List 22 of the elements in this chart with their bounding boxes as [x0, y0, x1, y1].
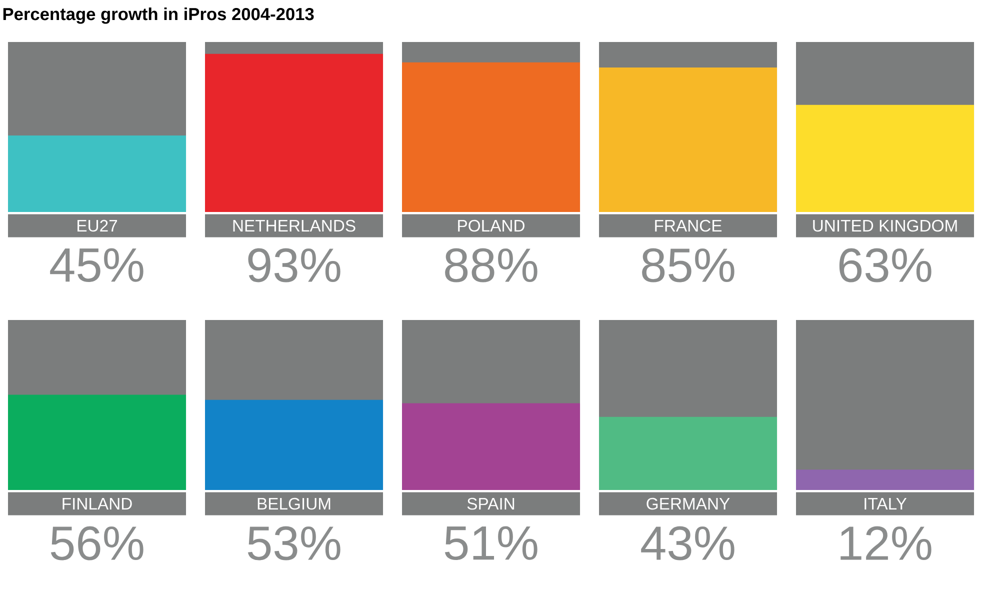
- data-label: 43%: [641, 526, 734, 560]
- data-label: 85%: [642, 248, 734, 282]
- x-tick-label: GERMANY: [646, 498, 730, 510]
- x-tick-label: EU27: [78, 220, 118, 232]
- data-label: 93%: [248, 248, 340, 282]
- data-label: 51%: [444, 526, 538, 560]
- x-tick-label: BELGIUM: [258, 498, 330, 510]
- x-tick-label: SPAIN: [467, 498, 514, 510]
- x-tick-label: UNITED KINGDOM: [813, 220, 957, 232]
- x-tick-label: FINLAND: [62, 498, 132, 510]
- x-tick-label: NETHERLANDS: [233, 220, 356, 232]
- data-label: 53%: [248, 526, 340, 560]
- x-tick-label: POLAND: [458, 220, 524, 232]
- data-label: 45%: [50, 248, 144, 282]
- x-tick-label: ITALY: [864, 498, 907, 510]
- data-label: 12%: [840, 526, 932, 560]
- data-label: 56%: [50, 526, 144, 560]
- chart-title: Percentage growth in iPros 2004-2013: [3, 7, 314, 24]
- data-label: 63%: [839, 248, 932, 282]
- x-tick-label: FRANCE: [655, 220, 722, 232]
- bar: [796, 470, 974, 490]
- data-label: 88%: [445, 248, 538, 282]
